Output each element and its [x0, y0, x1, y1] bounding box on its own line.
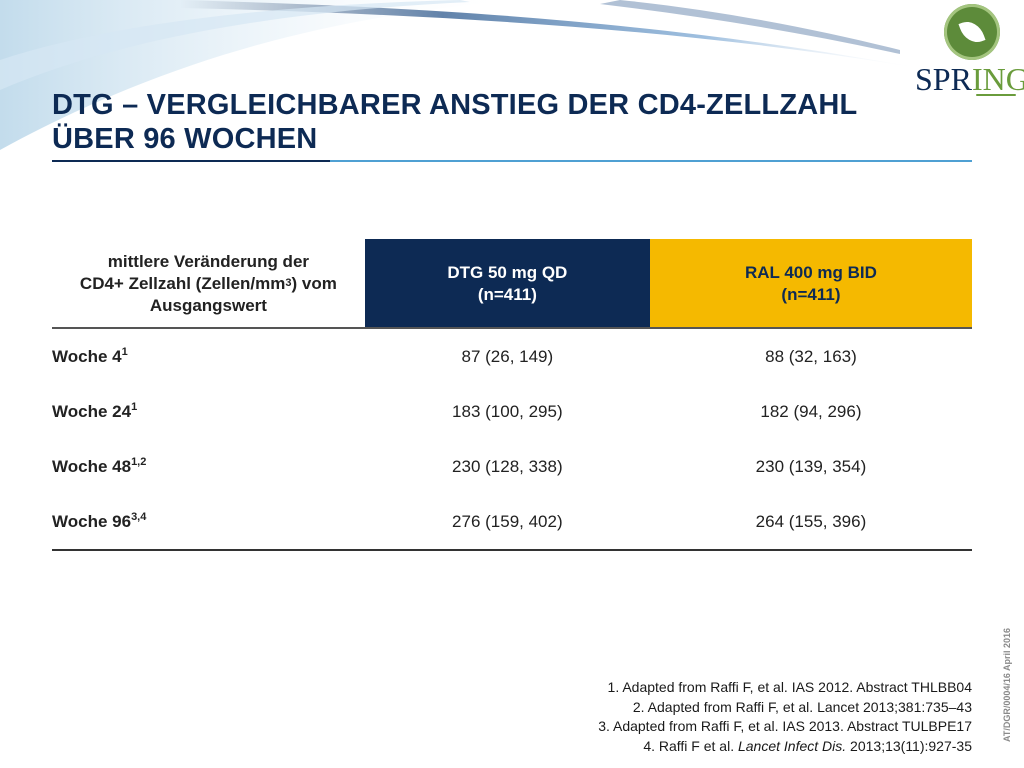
title-divider-accent [330, 160, 972, 162]
row-label: Woche 963,4 [52, 494, 365, 550]
cell-ral: 230 (139, 354) [755, 456, 867, 476]
row-label-text: Woche 4 [52, 346, 122, 366]
row-label-sup: 1,2 [131, 455, 147, 468]
header-cell-ral: RAL 400 mg BID (n=411) [649, 239, 972, 328]
table-row: Woche 241 183 (100, 295) 182 (94, 296) [52, 384, 972, 439]
cell-dtg: 230 (128, 338) [452, 456, 563, 476]
cell-dtg: 276 (159, 402) [452, 511, 563, 531]
header-ral-line2: (n=411) [781, 285, 841, 304]
row-label-sup: 3,4 [131, 510, 147, 523]
reference-3: 3. Adapted from Raffi F, et al. IAS 2013… [598, 718, 972, 734]
cell-ral: 88 (32, 163) [765, 346, 857, 366]
table-row: Woche 41 87 (26, 149) 88 (32, 163) [52, 328, 972, 384]
header-dtg-line1: DTG 50 mg QD [447, 263, 568, 282]
cell-dtg: 183 (100, 295) [452, 401, 563, 421]
row-label-text: Woche 24 [52, 401, 132, 421]
decorative-swoosh [0, 0, 930, 150]
table-row: Woche 481,2 230 (128, 338) 230 (139, 354… [52, 439, 972, 494]
slide-title: DTG – VERGLEICHBARER ANSTIEG DER CD4-ZEL… [52, 88, 932, 156]
cell-ral: 182 (94, 296) [760, 401, 862, 421]
document-code: AT/DGR/0004/16 April 2016 [996, 604, 1024, 746]
header-cell-measure: mittlere Veränderung der CD4+ Zellzahl (… [52, 240, 365, 328]
header-label-line3: Ausgangswert [149, 295, 267, 315]
row-label-sup: 1 [121, 345, 128, 358]
header-label-line2b: ) vom [291, 273, 337, 293]
reference-4-authors: 4. Raffi F et al. [643, 737, 738, 754]
reference-2: 2. Adapted from Raffi F, et al. Lancet 2… [632, 698, 972, 715]
row-label: Woche 241 [52, 384, 365, 439]
reference-1: 1. Adapted from Raffi F, et al. IAS 2012… [607, 679, 972, 695]
row-label-text: Woche 96 [52, 511, 132, 531]
table-row: Woche 963,4 276 (159, 402) 264 (155, 396… [52, 494, 972, 550]
table-header-row: mittlere Veränderung der CD4+ Zellzahl (… [52, 239, 972, 328]
title-line-1: DTG – VERGLEICHBARER ANSTIEG DER CD4-ZEL… [52, 89, 858, 121]
header-ral-line1: RAL 400 mg BID [744, 263, 877, 282]
document-code-text: AT/DGR/0004/16 April 2016 [1002, 627, 1012, 742]
cd4-results-table: mittlere Veränderung der CD4+ Zellzahl (… [52, 239, 972, 551]
row-label: Woche 481,2 [52, 439, 365, 494]
reference-4: 4. Raffi F et al. Lancet Infect Dis. 201… [452, 737, 972, 757]
header-cell-dtg: DTG 50 mg QD (n=411) [364, 239, 650, 328]
logo-underline [976, 94, 1016, 96]
header-label-sup: 3 [285, 276, 292, 289]
title-line-2: ÜBER 96 WOCHEN [52, 123, 318, 155]
header-label-line2a: CD4+ Zellzahl (Zellen/mm [79, 273, 286, 293]
logo-text-spr: SPR [915, 61, 972, 97]
row-label-text: Woche 48 [52, 456, 132, 476]
row-label: Woche 41 [52, 328, 365, 384]
references: 1. Adapted from Raffi F, et al. IAS 2012… [452, 678, 972, 756]
logo-text-ing: ING [971, 61, 1024, 97]
header-label-line1: mittlere Veränderung der [107, 251, 310, 271]
header-dtg-line2: (n=411) [477, 285, 537, 304]
reference-4-journal: Lancet Infect Dis. [737, 737, 847, 754]
cell-dtg: 87 (26, 149) [461, 346, 554, 366]
row-label-sup: 1 [131, 400, 138, 413]
logo-wordmark: SPRING2 [915, 60, 1024, 98]
cell-ral: 264 (155, 396) [755, 511, 867, 531]
spring-logo: SPRING2 [912, 2, 1024, 102]
reference-4-citation: 2013;13(11):927-35 [846, 737, 972, 754]
